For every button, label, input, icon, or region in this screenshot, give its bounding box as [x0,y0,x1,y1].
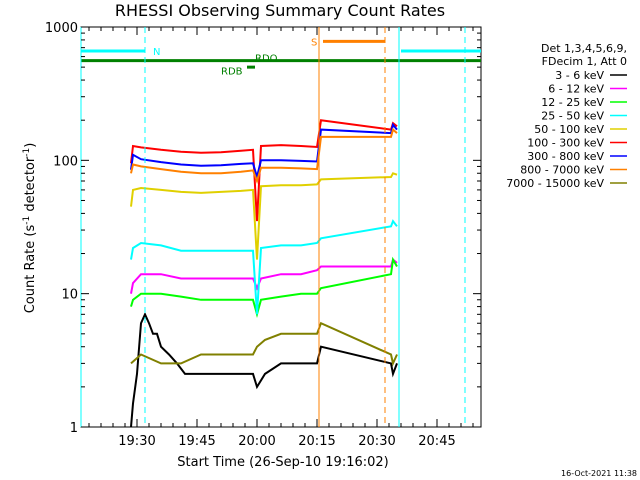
vertical-markers [80,27,466,427]
series-line-7 [130,127,398,185]
status-bars: N S RDO RDB [81,37,481,78]
series-line-5 [130,119,398,222]
series-line-4 [130,172,398,260]
x-axis-ticks: 19:30 19:45 20:00 20:15 20:30 20:45 [88,27,474,449]
y-axis-label-mid: detector [23,156,38,216]
legend-header-line-2: FDecim 1, Att 0 [542,55,627,68]
x-tick-label: 19:30 [118,434,155,449]
series-line-0 [130,311,398,428]
y-axis-label-sup1: -1 [22,216,32,225]
legend-entry-label: 800 - 7000 keV [520,164,604,177]
generated-timestamp: 16-Oct-2021 11:38 [561,469,637,478]
legend: Det 1,3,4,5,6,9, FDecim 1, Att 0 3 - 6 k… [506,42,627,190]
series-line-8 [130,321,398,367]
series-line-3 [130,219,398,315]
legend-entry-label: 3 - 6 keV [555,69,604,82]
chart-title: RHESSI Observing Summary Count Rates [115,1,445,20]
legend-entry-label: 300 - 800 keV [527,150,604,163]
legend-entry-label: 25 - 50 keV [541,110,604,123]
legend-header-line-1: Det 1,3,4,5,6,9, [541,42,627,55]
x-tick-label: 20:00 [238,434,275,449]
x-tick-label: 20:30 [358,434,395,449]
legend-entry-label: 7000 - 15000 keV [506,177,604,190]
y-axis-label-main: Count Rate (s [23,225,38,314]
x-tick-label: 19:45 [178,434,215,449]
legend-entry-label: 12 - 25 keV [541,96,604,109]
legend-entry-label: 100 - 300 keV [527,137,604,150]
y-axis-label: Count Rate (s-1 detector-1) [22,143,38,314]
plot-border [80,26,482,428]
y-tick-label: 100 [53,154,78,169]
series-layer [130,119,398,428]
legend-entry-label: 6 - 12 keV [548,83,604,96]
series-line-2 [130,256,398,319]
series-line-6 [130,122,398,181]
status-bar-label: N [153,47,160,58]
y-axis-label-sup2: -1 [22,148,32,157]
x-tick-label: 20:15 [298,434,335,449]
x-axis-label: Start Time (26-Sep-10 19:16:02) [177,455,388,470]
y-tick-label: 1 [70,421,78,436]
plot-area [80,26,482,428]
y-axis-ticks: 1 10 100 1000 [45,21,481,436]
status-bar-label: RDB [221,67,243,78]
x-tick-label: 20:45 [418,434,455,449]
series-line-1 [130,257,398,294]
y-tick-label: 10 [61,288,78,303]
y-axis-label-end: ) [23,143,38,148]
y-tick-label: 1000 [45,21,78,36]
status-bar-label: S [311,37,317,48]
status-bar-label: RDO [255,54,278,65]
legend-entry-label: 50 - 100 keV [534,123,604,136]
